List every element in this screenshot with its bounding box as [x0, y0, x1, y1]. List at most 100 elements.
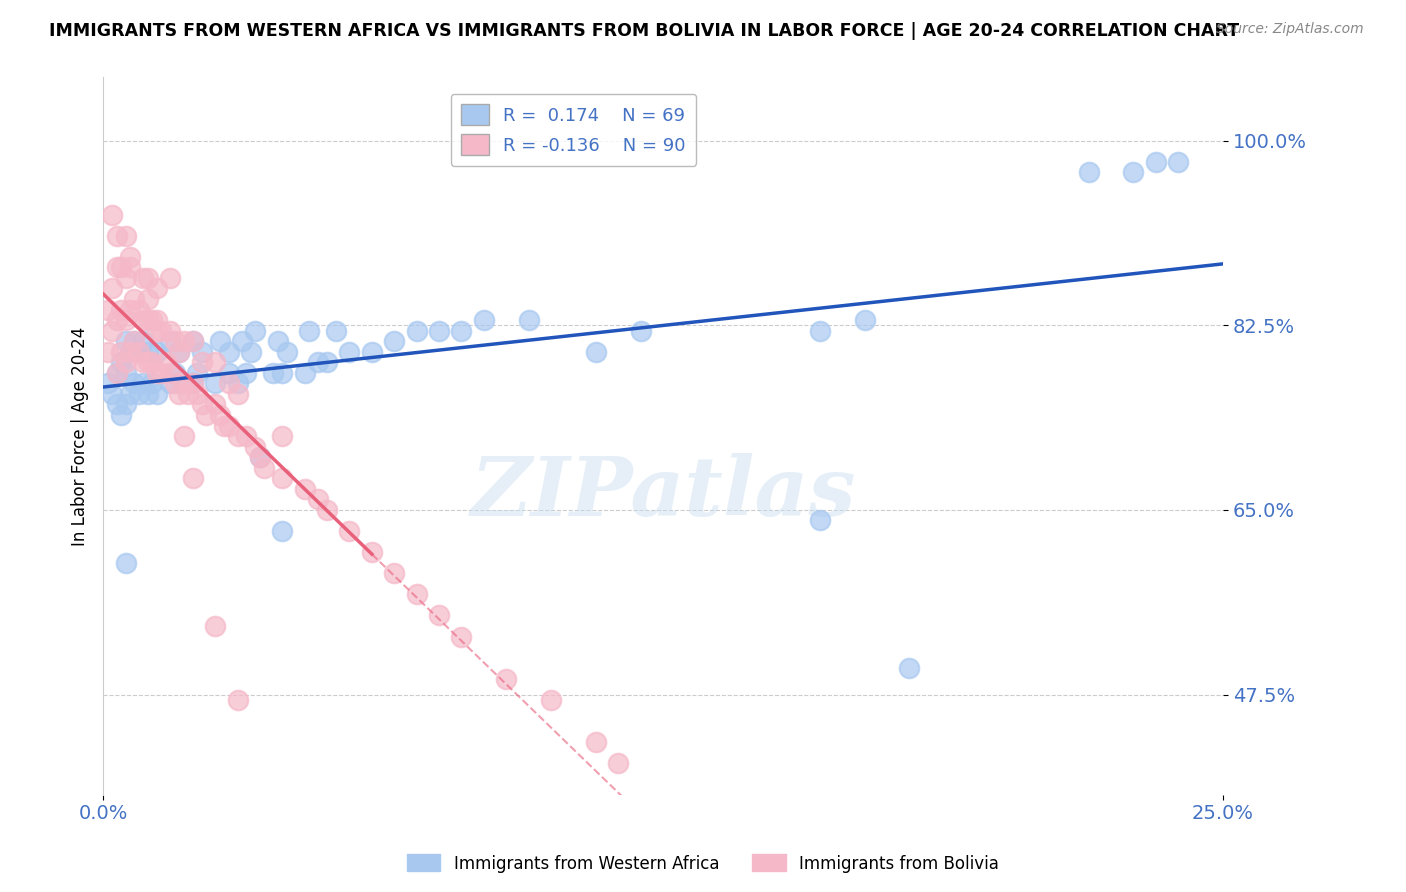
Point	[316, 355, 339, 369]
Point	[173, 334, 195, 348]
Point	[110, 355, 132, 369]
Point	[110, 302, 132, 317]
Point	[235, 366, 257, 380]
Point	[181, 376, 204, 391]
Point	[204, 376, 226, 391]
Point	[472, 313, 495, 327]
Point	[276, 344, 298, 359]
Point	[155, 355, 177, 369]
Point	[181, 471, 204, 485]
Point	[218, 376, 240, 391]
Point	[105, 313, 128, 327]
Point	[235, 429, 257, 443]
Point	[97, 302, 120, 317]
Point	[114, 228, 136, 243]
Point	[245, 324, 267, 338]
Point	[218, 418, 240, 433]
Point	[97, 344, 120, 359]
Point	[146, 313, 169, 327]
Legend: Immigrants from Western Africa, Immigrants from Bolivia: Immigrants from Western Africa, Immigran…	[401, 847, 1005, 880]
Point	[105, 397, 128, 411]
Point	[517, 313, 540, 327]
Point	[124, 334, 146, 348]
Point	[427, 608, 450, 623]
Point	[427, 324, 450, 338]
Point	[239, 344, 262, 359]
Point	[105, 366, 128, 380]
Point	[607, 756, 630, 771]
Point	[382, 566, 405, 581]
Point	[150, 366, 173, 380]
Point	[325, 324, 347, 338]
Point	[190, 355, 212, 369]
Text: Source: ZipAtlas.com: Source: ZipAtlas.com	[1216, 22, 1364, 37]
Point	[132, 334, 155, 348]
Point	[118, 250, 141, 264]
Point	[181, 334, 204, 348]
Point	[141, 313, 163, 327]
Point	[218, 344, 240, 359]
Point	[136, 355, 159, 369]
Point	[124, 376, 146, 391]
Point	[181, 376, 204, 391]
Point	[262, 366, 284, 380]
Point	[118, 387, 141, 401]
Point	[195, 408, 218, 422]
Point	[150, 324, 173, 338]
Point	[128, 344, 150, 359]
Point	[307, 492, 329, 507]
Point	[450, 630, 472, 644]
Point	[114, 556, 136, 570]
Point	[136, 292, 159, 306]
Point	[585, 735, 607, 749]
Point	[101, 208, 124, 222]
Point	[271, 524, 294, 538]
Point	[124, 334, 146, 348]
Point	[173, 429, 195, 443]
Point	[110, 344, 132, 359]
Point	[1144, 154, 1167, 169]
Point	[253, 460, 276, 475]
Point	[101, 387, 124, 401]
Point	[128, 344, 150, 359]
Point	[114, 366, 136, 380]
Point	[159, 366, 181, 380]
Point	[1077, 165, 1099, 179]
Point	[245, 440, 267, 454]
Point	[218, 366, 240, 380]
Point	[267, 334, 290, 348]
Point	[339, 524, 361, 538]
Point	[540, 693, 562, 707]
Text: ZIPatlas: ZIPatlas	[470, 453, 856, 533]
Point	[204, 397, 226, 411]
Point	[226, 376, 249, 391]
Point	[159, 334, 181, 348]
Point	[169, 344, 191, 359]
Point	[136, 313, 159, 327]
Point	[898, 661, 921, 675]
Point	[294, 482, 316, 496]
Point	[212, 418, 235, 433]
Point	[146, 324, 169, 338]
Point	[163, 334, 186, 348]
Point	[146, 366, 169, 380]
Point	[110, 260, 132, 275]
Point	[114, 271, 136, 285]
Point	[159, 271, 181, 285]
Point	[97, 376, 120, 391]
Point	[118, 302, 141, 317]
Point	[128, 302, 150, 317]
Point	[808, 324, 831, 338]
Point	[226, 429, 249, 443]
Point	[316, 503, 339, 517]
Point	[181, 334, 204, 348]
Point	[132, 313, 155, 327]
Point	[105, 228, 128, 243]
Point	[124, 292, 146, 306]
Point	[226, 387, 249, 401]
Point	[118, 260, 141, 275]
Point	[136, 387, 159, 401]
Point	[141, 355, 163, 369]
Point	[190, 397, 212, 411]
Point	[382, 334, 405, 348]
